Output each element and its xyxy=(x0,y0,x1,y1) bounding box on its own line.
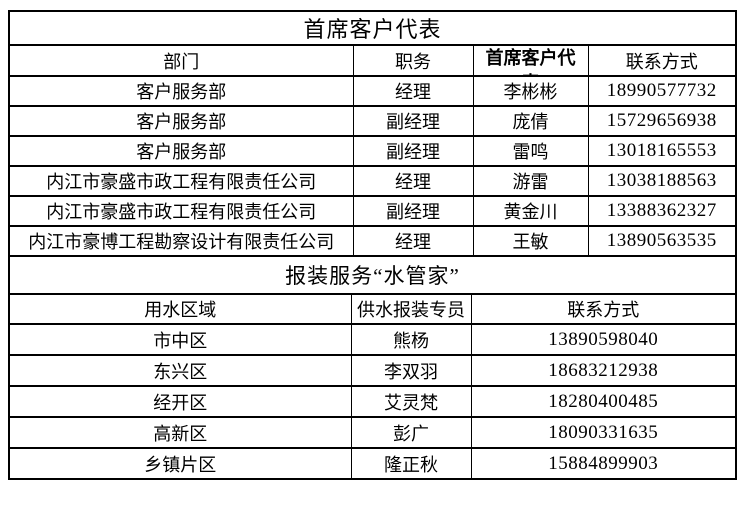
phone-cell: 18280400485 xyxy=(470,385,737,418)
table1-title-row: 首席客户代表 xyxy=(8,10,737,46)
table1-title: 首席客户代表 xyxy=(8,10,737,46)
table-row: 客户服务部 经理 李彬彬 18990577732 xyxy=(8,75,737,107)
position-cell: 副经理 xyxy=(352,135,474,167)
department-cell: 内江市豪博工程勘察设计有限责任公司 xyxy=(8,225,354,257)
rep-name-cell: 黄金川 xyxy=(472,195,589,227)
rep-name-cell: 雷鸣 xyxy=(472,135,589,167)
phone-cell: 13890598040 xyxy=(470,323,737,356)
table1-col-chief-rep: 首席客户代表 xyxy=(472,44,589,77)
phone-cell: 18683212938 xyxy=(470,354,737,387)
phone-cell: 13890563535 xyxy=(587,225,737,257)
table-row: 客户服务部 副经理 庞倩 15729656938 xyxy=(8,105,737,137)
department-cell: 客户服务部 xyxy=(8,105,354,137)
position-cell: 经理 xyxy=(352,75,474,107)
table1-body: 客户服务部 经理 李彬彬 18990577732 客户服务部 副经理 庞倩 157296569… xyxy=(8,75,737,257)
department-cell: 客户服务部 xyxy=(8,75,354,107)
department-cell: 客户服务部 xyxy=(8,135,354,167)
phone-cell: 18090331635 xyxy=(470,416,737,449)
rep-name-cell: 游雷 xyxy=(472,165,589,197)
specialist-name-cell: 李双羽 xyxy=(350,354,472,387)
table-row: 经开区 艾灵梵 18280400485 xyxy=(8,385,737,418)
phone-cell: 15729656938 xyxy=(587,105,737,137)
rep-name-cell: 王敏 xyxy=(472,225,589,257)
position-cell: 经理 xyxy=(352,225,474,257)
table2-col-water-area: 用水区域 xyxy=(8,293,352,325)
table1-col-position: 职务 xyxy=(352,44,474,77)
table2-title-row: 报装服务“水管家” xyxy=(8,255,737,295)
specialist-name-cell: 彭广 xyxy=(350,416,472,449)
position-cell: 副经理 xyxy=(352,195,474,227)
table2-body: 市中区 熊杨 13890598040 东兴区 李双羽 18683212938 经开区 艾灵梵 1… xyxy=(8,323,737,480)
table-row: 客户服务部 副经理 雷鸣 13018165553 xyxy=(8,135,737,167)
specialist-name-cell: 熊杨 xyxy=(350,323,472,356)
phone-cell: 15884899903 xyxy=(470,447,737,480)
position-cell: 副经理 xyxy=(352,105,474,137)
rep-name-cell: 李彬彬 xyxy=(472,75,589,107)
department-cell: 内江市豪盛市政工程有限责任公司 xyxy=(8,195,354,227)
phone-cell: 13388362327 xyxy=(587,195,737,227)
position-cell: 经理 xyxy=(352,165,474,197)
area-cell: 乡镇片区 xyxy=(8,447,352,480)
area-cell: 经开区 xyxy=(8,385,352,418)
area-cell: 东兴区 xyxy=(8,354,352,387)
table-row: 内江市豪盛市政工程有限责任公司 副经理 黄金川 13388362327 xyxy=(8,195,737,227)
table2-col-contact: 联系方式 xyxy=(470,293,737,325)
specialist-name-cell: 隆正秋 xyxy=(350,447,472,480)
specialist-name-cell: 艾灵梵 xyxy=(350,385,472,418)
table-row: 内江市豪博工程勘察设计有限责任公司 经理 王敏 13890563535 xyxy=(8,225,737,257)
phone-cell: 13038188563 xyxy=(587,165,737,197)
table2-col-specialist: 供水报装专员 xyxy=(350,293,472,325)
table1-col-contact: 联系方式 xyxy=(587,44,737,77)
area-cell: 市中区 xyxy=(8,323,352,356)
area-cell: 高新区 xyxy=(8,416,352,449)
table-row: 内江市豪盛市政工程有限责任公司 经理 游雷 13038188563 xyxy=(8,165,737,197)
table-row: 高新区 彭广 18090331635 xyxy=(8,416,737,449)
table1-col-chief-rep-label: 首席客户代表 xyxy=(485,48,576,74)
table2-title: 报装服务“水管家” xyxy=(8,255,737,295)
phone-cell: 13018165553 xyxy=(587,135,737,167)
table-row: 市中区 熊杨 13890598040 xyxy=(8,323,737,356)
installation-service-table: 报装服务“水管家” 用水区域 供水报装专员 联系方式 市中区 熊杨 13890598… xyxy=(8,255,737,480)
rep-name-cell: 庞倩 xyxy=(472,105,589,137)
table1-header-row: 部门 职务 首席客户代表 联系方式 xyxy=(8,44,737,77)
table-row: 乡镇片区 隆正秋 15884899903 xyxy=(8,447,737,480)
phone-cell: 18990577732 xyxy=(587,75,737,107)
chief-customer-rep-table: 首席客户代表 部门 职务 首席客户代表 联系方式 客户服务部经理李彬彬18990… xyxy=(8,10,738,257)
department-cell: 内江市豪盛市政工程有限责任公司 xyxy=(8,165,354,197)
table-row: 东兴区 李双羽 18683212938 xyxy=(8,354,737,387)
table2-header-row: 用水区域 供水报装专员 联系方式 xyxy=(8,293,737,325)
table1-col-department: 部门 xyxy=(8,44,354,77)
